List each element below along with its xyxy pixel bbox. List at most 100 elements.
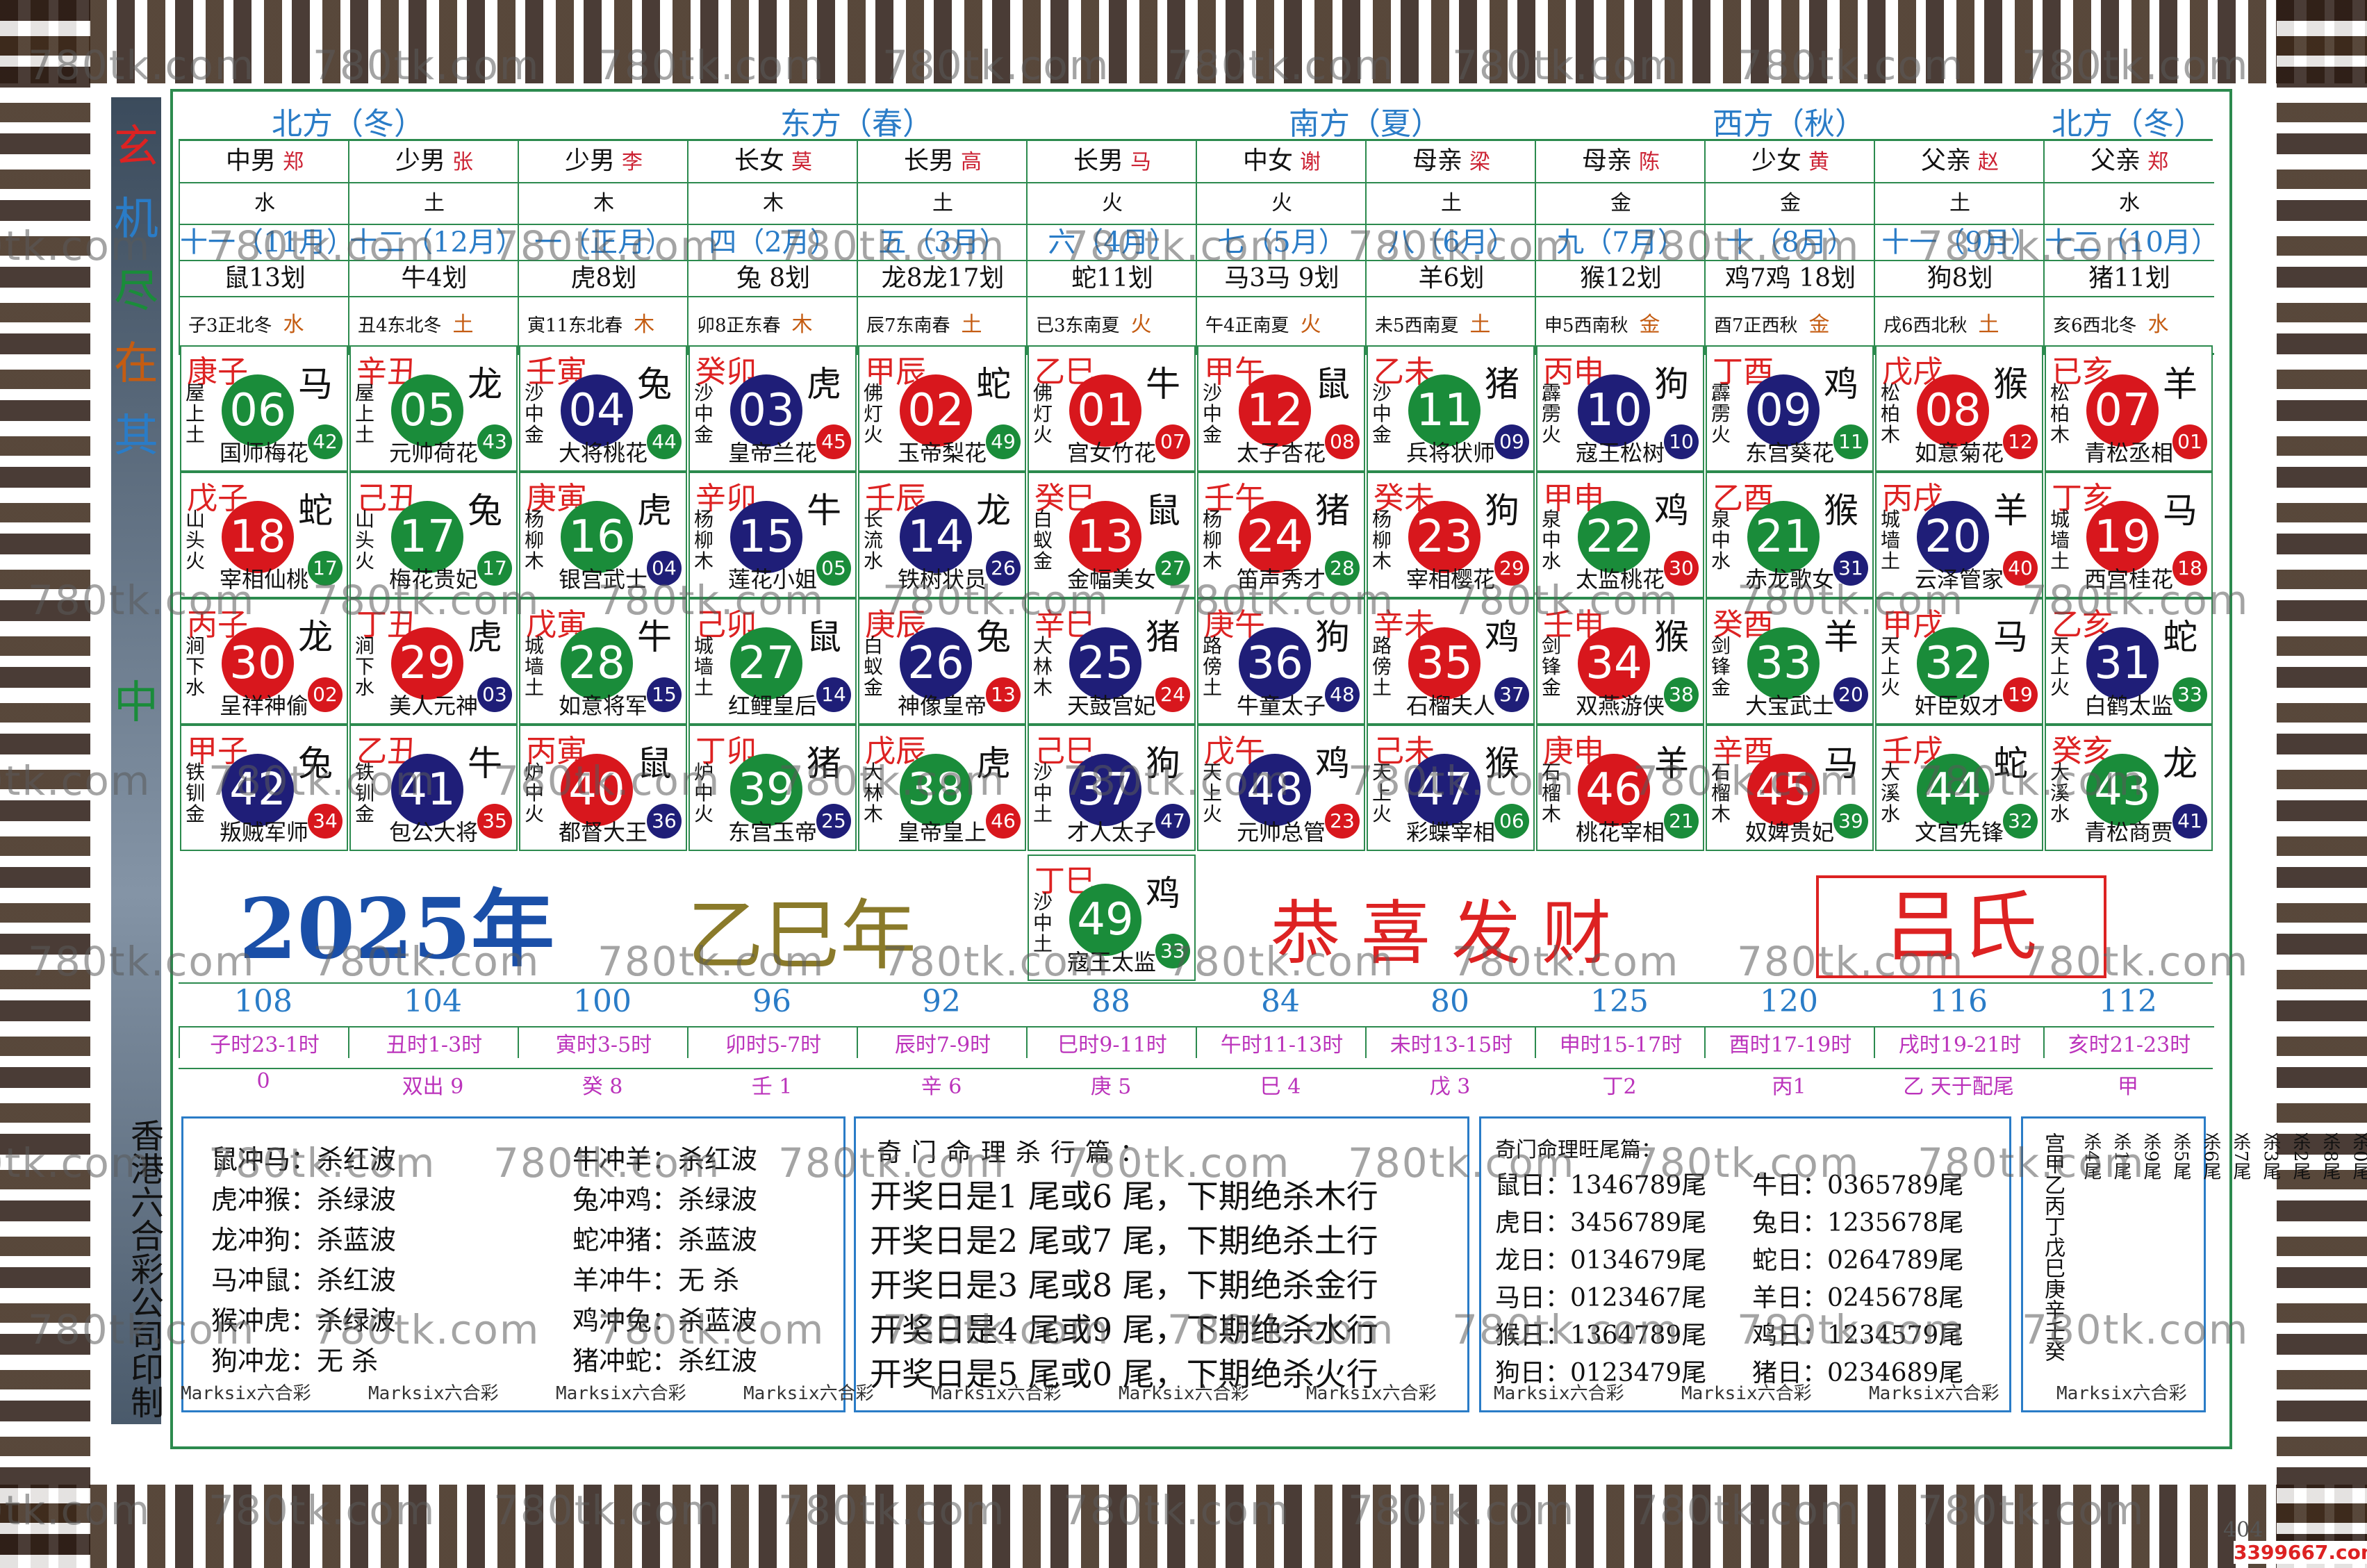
number-cell: 癸未狗杨柳木 23 29 宰相樱花	[1367, 472, 1535, 598]
number-ball: 35	[1408, 627, 1481, 700]
watermark: 780tk.com	[882, 1306, 1110, 1353]
season-header: 北方（冬）	[179, 99, 518, 142]
number-ball: 26	[900, 627, 972, 700]
watermark: 780tk.com	[0, 222, 151, 270]
nayin: 涧下水	[185, 634, 206, 699]
cell-name: 宰相仙桃	[219, 566, 308, 593]
number-ball: 41	[391, 754, 463, 826]
number-cell: 丁巳鸡沙中土 49 33 寇王太监	[1028, 855, 1196, 981]
zodiac: 蛇	[976, 364, 1011, 404]
small-ball: 26	[986, 551, 1021, 586]
number-cell: 壬辰龙长流水 14 26 铁树状员	[858, 472, 1026, 598]
month: 十一（11月）	[180, 225, 354, 261]
role: 母亲陈	[1536, 140, 1706, 183]
main-board: 北方（冬） 东方（春） 南方（夏） 西方（秋） 北方（冬） 中男郑水十一（11月） 鼠13…	[170, 89, 2367, 1449]
direction-label: 卯8正东春	[697, 315, 781, 336]
surname: 赵	[1978, 150, 1999, 174]
footer-brand: Marksix六合彩	[1494, 1383, 1624, 1404]
nayin: 山头火	[185, 508, 206, 572]
small-ball: 41	[2172, 804, 2207, 839]
sidebar-char-2: 机	[114, 194, 158, 245]
number-ball: 15	[730, 501, 802, 573]
cell-name: 元帅荷花	[388, 440, 478, 466]
watermark: 780tk.com	[28, 938, 256, 985]
number-ball: 08	[1917, 374, 1989, 447]
nayin: 大林木	[1033, 634, 1053, 699]
zodiac: 狗	[1654, 364, 1689, 404]
element: 火	[1028, 183, 1197, 225]
sidebar-char-5: 其	[114, 411, 158, 462]
zodiac: 猴	[1485, 743, 1519, 784]
zodiac: 猴	[1993, 364, 2028, 404]
number-value: 100	[518, 982, 687, 1019]
number-cell: 戊寅牛城墙土 28 15 如意将军	[519, 598, 687, 725]
watermark: 780tk.com	[313, 577, 541, 624]
watermark: 780tk.com	[1452, 1306, 1680, 1353]
hour-label: 申时15-17时	[1535, 1026, 1706, 1058]
stroke: 龙8龙17划	[858, 261, 1028, 297]
element: 木	[519, 183, 688, 225]
cell-name: 都督大王	[558, 819, 648, 845]
element: 木	[688, 183, 858, 225]
footer-brand: Marksix六合彩	[931, 1383, 1062, 1404]
nayin: 杨柳木	[1372, 508, 1392, 572]
nayin: 沙中土	[1033, 891, 1053, 955]
small-ball: 20	[1833, 677, 1868, 712]
direction-element: 火	[1130, 313, 1152, 337]
role: 长男马	[1028, 140, 1197, 183]
stem-tail-item: 杀2尾	[2290, 1132, 2311, 1180]
number-cell: 辛丑龙屋上土 05 43 元帅荷花	[349, 345, 518, 472]
small-ball: 11	[1833, 424, 1868, 459]
nayin: 长流水	[864, 508, 884, 572]
footer-brand: Marksix六合彩	[368, 1383, 499, 1404]
cell-name: 文宫先锋	[1914, 819, 2004, 845]
direction-element: 木	[791, 313, 813, 337]
watermark: 780tk.com	[1063, 1139, 1291, 1187]
qimen-box: 奇门命理杀行篇： 开奖日是1 尾或6 尾，下期绝杀木行 开奖日是2 尾或7 尾，下…	[854, 1116, 1469, 1412]
direction-element: 土	[452, 313, 474, 337]
zodiac: 猴	[1654, 617, 1689, 657]
role: 少女黄	[1706, 140, 1875, 183]
small-ball: 29	[1494, 551, 1529, 586]
tail-left: 马日：0123467尾	[1495, 1284, 1707, 1312]
qimen-line: 开奖日是2 尾或7 尾，下期绝杀土行	[870, 1222, 1378, 1260]
zodiac: 虎	[637, 490, 672, 531]
nayin: 大溪水	[2050, 761, 2070, 825]
watermark: 780tk.com	[28, 42, 256, 89]
stem-tail-item: 杀1尾	[2111, 1132, 2131, 1180]
clash-row: 猴冲虎：杀绿波 鸡冲兔：杀蓝波	[211, 1301, 757, 1341]
clash-left: 虎冲猴：杀绿波	[211, 1185, 397, 1215]
number-cell: 己丑兔山头火 17 17 梅花贵妃	[349, 472, 518, 598]
number-cell: 丙子龙涧下水 30 02 呈祥神偷	[180, 598, 348, 725]
number-ball: 22	[1578, 501, 1650, 573]
number-cell: 癸亥龙大溪水 43 41 青松商贾	[2045, 725, 2213, 851]
role: 中女谢	[1197, 140, 1367, 183]
cell-name: 东宫玉帝	[727, 819, 817, 845]
clash-left: 狗冲龙：无 杀	[211, 1346, 379, 1376]
zodiac: 鸡	[1824, 364, 1858, 404]
banner-ganzhi-year: 乙巳年	[687, 891, 916, 980]
number-value: 116	[1874, 982, 2043, 1019]
nayin: 白蚁金	[1033, 508, 1053, 572]
number-cell: 已亥羊松柏木 07 01 青松丞相	[2045, 345, 2213, 472]
monkey-border-top	[0, 0, 2367, 83]
stroke: 虎8划	[519, 261, 688, 297]
cell-name: 如意菊花	[1914, 440, 2004, 466]
watermark: 780tk.com	[1063, 757, 1291, 804]
number-cell: 甲戌马天上火 32 19 奸臣奴才	[1875, 598, 2043, 725]
tail-left: 鼠日：1346789尾	[1495, 1171, 1707, 1200]
number-cell: 戊子蛇山头火 18 17 宰相仙桃	[180, 472, 348, 598]
zodiac: 牛	[1146, 364, 1180, 404]
number-cell: 癸卯虎沙中金 03 45 皇帝兰花	[688, 345, 857, 472]
number-ball: 24	[1239, 501, 1311, 573]
tail-box: 奇门命理旺尾篇： 鼠日：1346789尾 牛日：0365789尾 虎日：345678…	[1479, 1116, 2011, 1412]
role: 少男张	[349, 140, 519, 183]
number-cell: 己卯鼠城墙土 27 14 红鲤皇后	[688, 598, 857, 725]
small-ball: 02	[308, 677, 343, 712]
nayin: 沙中金	[694, 381, 714, 446]
number-ball: 19	[2086, 501, 2159, 573]
watermark: 780tk.com	[493, 1139, 721, 1187]
nayin: 石榴木	[1542, 761, 1562, 825]
tail-left: 虎日：3456789尾	[1495, 1209, 1707, 1237]
column-header: 中女谢火七（5月） 马3马 9划 午4正南夏火	[1196, 140, 1367, 355]
